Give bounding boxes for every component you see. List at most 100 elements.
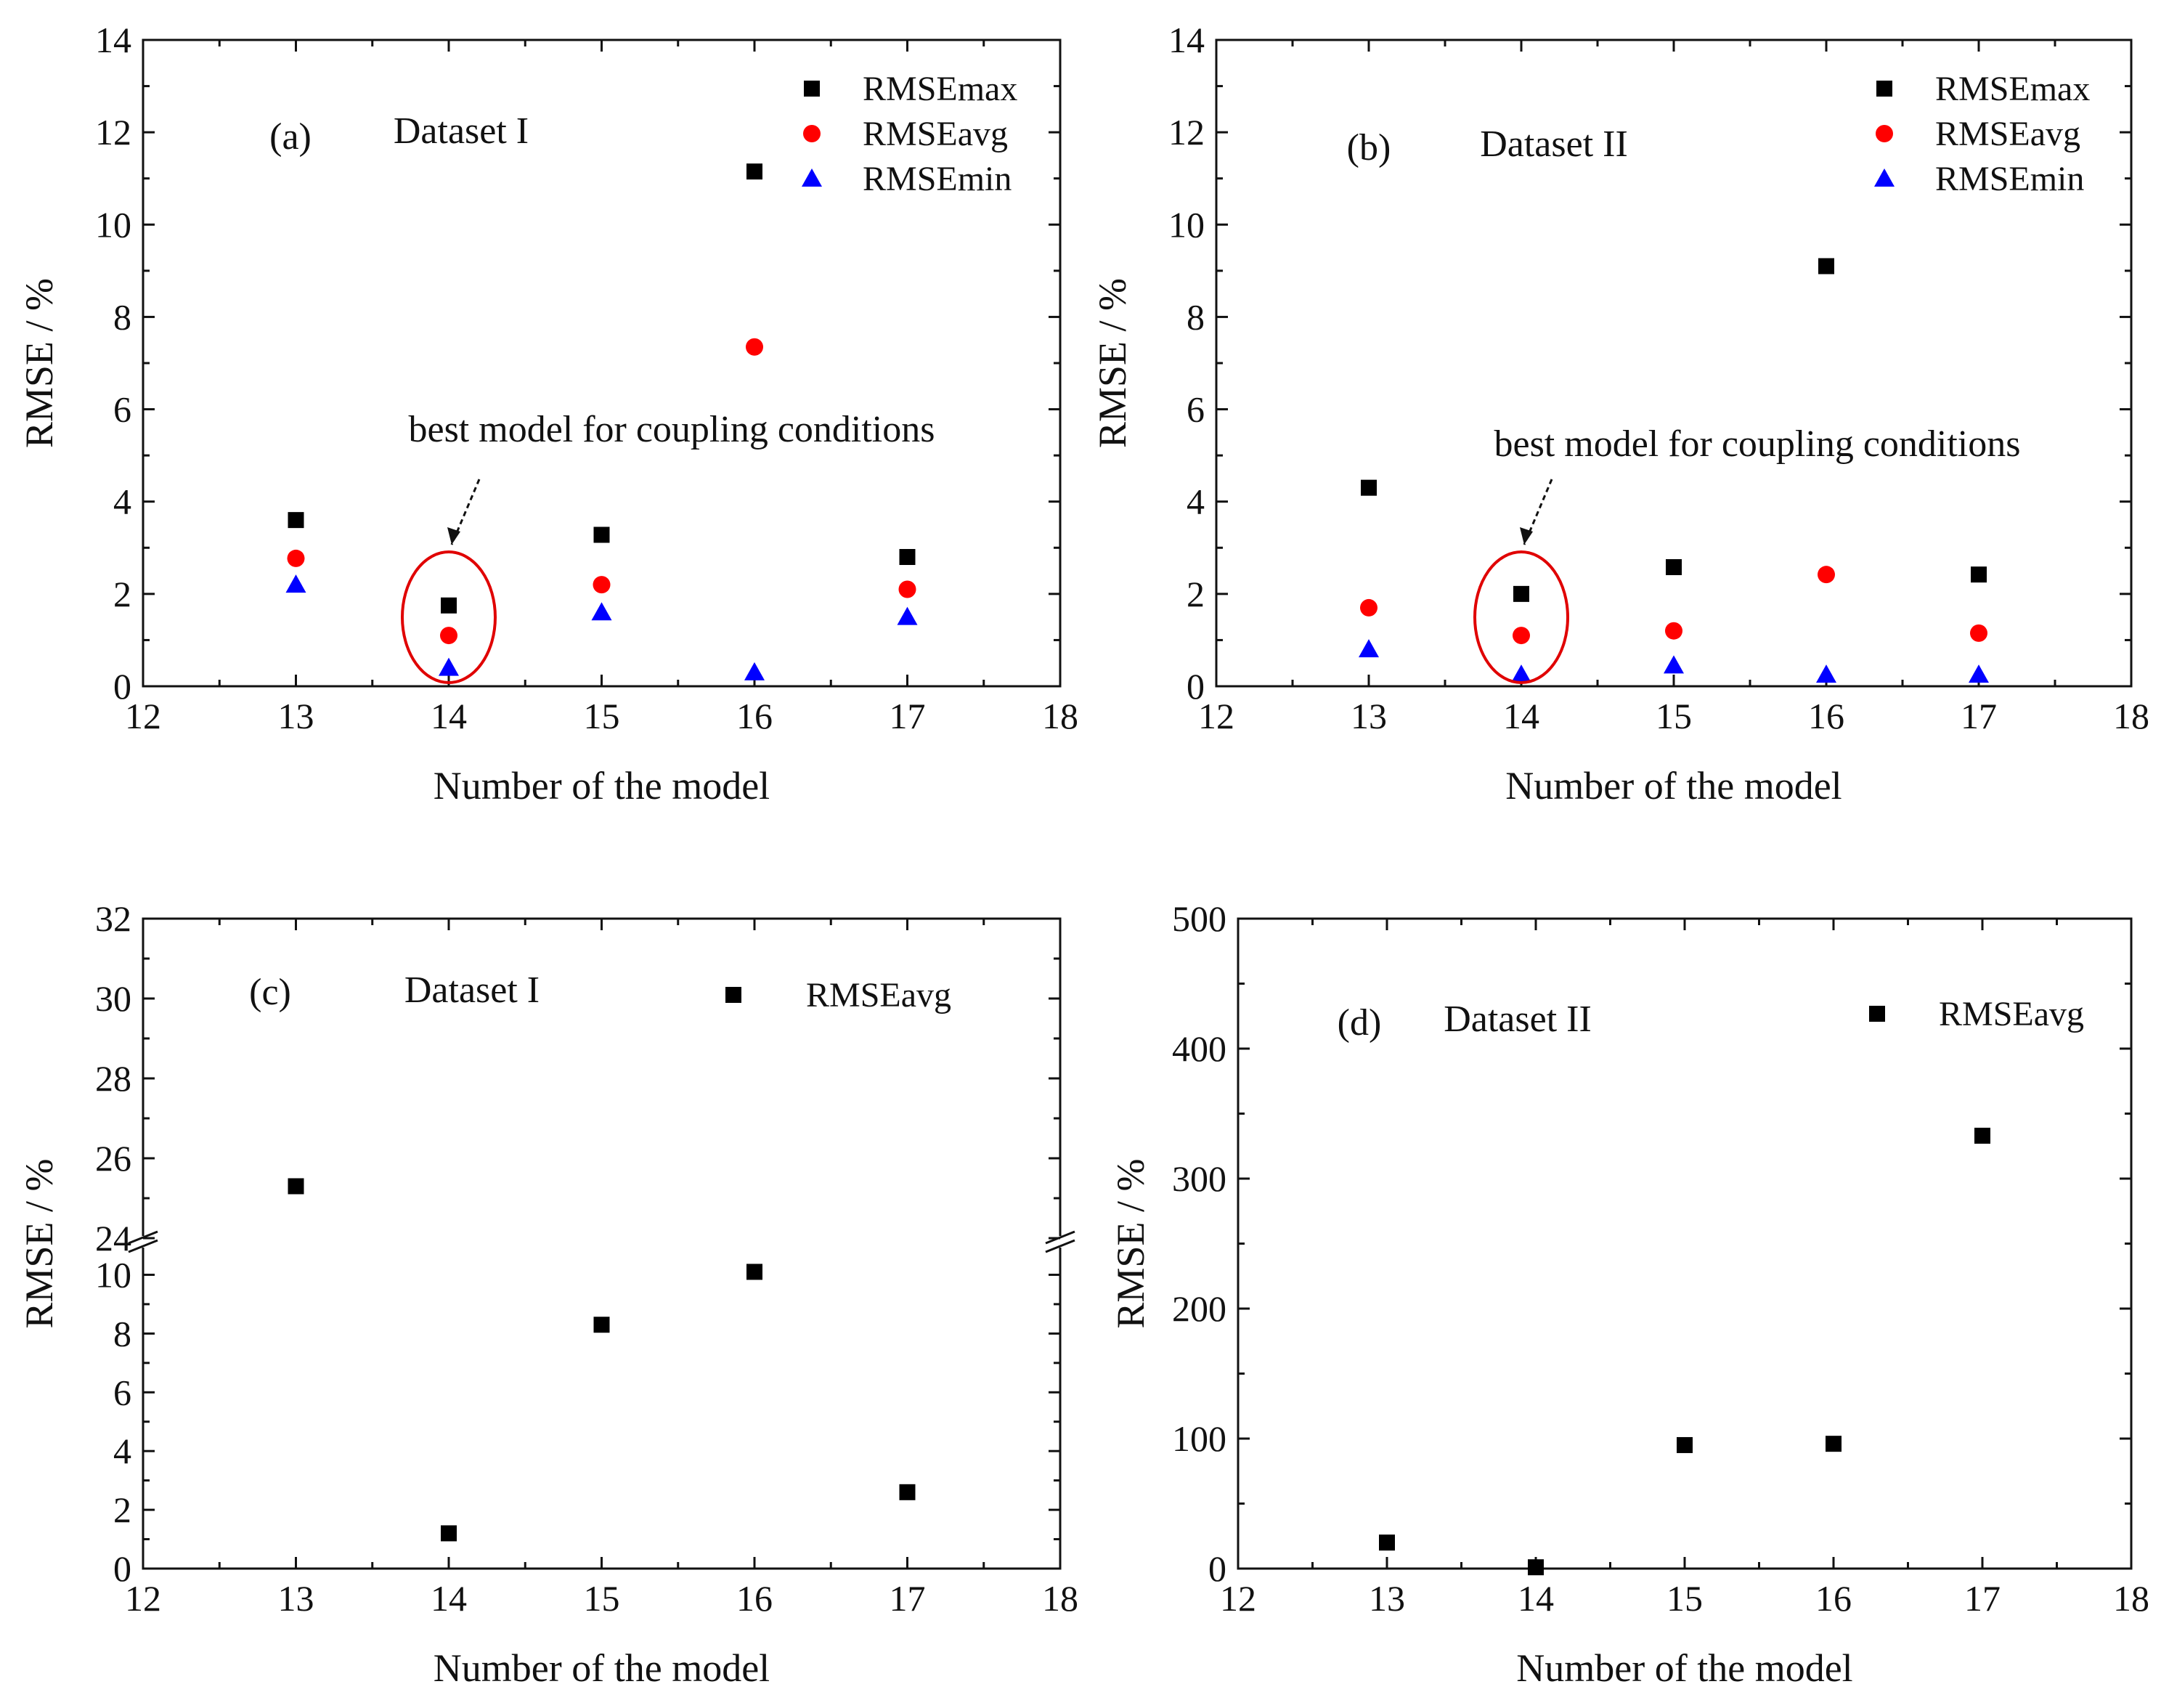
x-tick-label: 14 (1503, 696, 1539, 736)
data-point-rmseavg-17 (899, 1484, 916, 1500)
x-axis-label: Number of the model (1505, 764, 1842, 808)
y-tick-label: 0 (113, 1548, 131, 1589)
y-tick-label: 4 (113, 481, 131, 522)
y-tick-label: 8 (1187, 296, 1205, 337)
y-tick-label: 6 (113, 1372, 131, 1412)
x-tick-label: 13 (278, 696, 314, 736)
data-point-rmseavg-16 (746, 1264, 762, 1280)
panel-label: (c) (249, 972, 291, 1013)
data-point-rmsemax-17 (899, 549, 916, 565)
data-point-rmseavg-15 (1677, 1436, 1693, 1453)
x-tick-label: 15 (1667, 1578, 1703, 1619)
data-point-rmseavg-15 (593, 576, 611, 594)
y-tick-label: 4 (113, 1431, 131, 1471)
x-tick-label: 16 (1808, 696, 1844, 736)
legend-label: RMSEmin (863, 160, 1012, 198)
legend-label: RMSEmin (1935, 160, 2084, 198)
data-point-rmsemax-15 (1666, 558, 1682, 575)
x-tick-label: 18 (2113, 696, 2149, 736)
data-point-rmseavg-17 (1974, 1127, 1990, 1144)
x-tick-label: 12 (1220, 1578, 1256, 1619)
data-point-rmsemin-14 (439, 657, 459, 676)
data-point-rmsemax-14 (1513, 585, 1529, 602)
x-tick-label: 13 (278, 1578, 314, 1619)
y-tick-label: 300 (1172, 1158, 1226, 1199)
y-tick-label: 8 (113, 1313, 131, 1354)
legend-marker-rmseavg (803, 125, 821, 142)
x-tick-label: 18 (1042, 696, 1078, 736)
y-tick-label: 24 (95, 1218, 131, 1258)
data-point-rmsemin-15 (1664, 655, 1684, 674)
x-tick-label: 16 (736, 1578, 773, 1619)
legend-label: RMSEavg (863, 115, 1008, 153)
x-tick-label: 17 (890, 696, 926, 736)
x-tick-label: 14 (1518, 1578, 1554, 1619)
y-tick-label: 2 (1187, 574, 1205, 614)
x-tick-label: 16 (1815, 1578, 1852, 1619)
legend-marker-rmseavg (1869, 1006, 1885, 1022)
dataset-label: Dataset II (1480, 123, 1628, 165)
legend-label: RMSEmax (1935, 70, 2090, 108)
legend-marker-rmsemin (802, 168, 822, 187)
data-point-rmseavg-17 (898, 580, 916, 598)
data-point-rmsemin-16 (1816, 664, 1836, 683)
x-tick-label: 14 (431, 1578, 467, 1619)
x-axis-label: Number of the model (1516, 1646, 1852, 1690)
data-point-rmsemin-13 (1359, 639, 1379, 658)
y-tick-label: 2 (113, 574, 131, 614)
x-tick-label: 18 (2113, 1578, 2149, 1619)
y-axis-label: RMSE / % (17, 1158, 61, 1328)
y-tick-label: 30 (95, 978, 131, 1019)
y-tick-label: 26 (95, 1138, 131, 1179)
data-point-rmseavg-14 (1528, 1559, 1544, 1576)
data-point-rmsemax-14 (441, 597, 457, 614)
legend-marker-rmsemax (1876, 81, 1892, 97)
y-axis-label: RMSE / % (17, 278, 61, 448)
x-tick-label: 15 (584, 696, 620, 736)
panel-label: (b) (1347, 127, 1391, 168)
y-tick-label: 12 (1168, 112, 1205, 152)
y-tick-label: 28 (95, 1058, 131, 1099)
highlight-ellipse (1473, 550, 1569, 684)
y-tick-label: 8 (113, 296, 131, 337)
x-tick-label: 13 (1351, 696, 1387, 736)
data-point-rmsemin-17 (1969, 664, 1989, 683)
legend-label: RMSEavg (806, 976, 951, 1014)
annotation-text: best model for coupling conditions (1494, 423, 2020, 465)
data-point-rmseavg-14 (1513, 627, 1530, 645)
y-tick-label: 10 (1168, 204, 1205, 245)
y-tick-label: 0 (1187, 666, 1205, 707)
data-point-rmseavg-13 (287, 549, 305, 567)
data-point-rmsemin-14 (1511, 664, 1531, 683)
x-tick-label: 12 (125, 1578, 161, 1619)
highlight-ellipse (401, 550, 497, 684)
data-point-rmsemin-13 (285, 574, 306, 593)
data-point-rmseavg-13 (288, 1178, 304, 1195)
data-point-rmseavg-13 (1360, 598, 1378, 617)
y-axis-label: RMSE / % (1109, 1158, 1152, 1328)
y-tick-label: 500 (1172, 898, 1226, 939)
y-tick-label: 14 (95, 20, 131, 60)
x-tick-label: 14 (431, 696, 467, 736)
legend-marker-rmseavg (1876, 125, 1893, 142)
legend-marker-rmseavg (725, 987, 741, 1003)
legend-marker-rmsemin (1874, 168, 1895, 187)
annotation-text: best model for coupling conditions (408, 409, 935, 450)
y-tick-label: 32 (95, 898, 131, 939)
legend-label: RMSEmax (863, 70, 1017, 108)
data-point-rmseavg-16 (746, 338, 763, 356)
y-tick-label: 0 (1208, 1548, 1226, 1589)
chart-panel-d: 12 13 14 15 16 17 18 0 100 200 300 400 500 Number of … (1109, 898, 2149, 1690)
data-point-rmseavg-13 (1379, 1534, 1395, 1551)
y-tick-label: 400 (1172, 1028, 1226, 1069)
y-tick-label: 10 (95, 1254, 131, 1295)
y-tick-label: 0 (113, 666, 131, 707)
y-tick-label: 100 (1172, 1418, 1226, 1459)
data-point-rmseavg-15 (593, 1317, 610, 1333)
panel-label: (a) (269, 116, 312, 158)
data-point-rmsemax-17 (1971, 566, 1987, 583)
annotation-arrow (1523, 479, 1553, 545)
x-tick-label: 12 (1198, 696, 1234, 736)
